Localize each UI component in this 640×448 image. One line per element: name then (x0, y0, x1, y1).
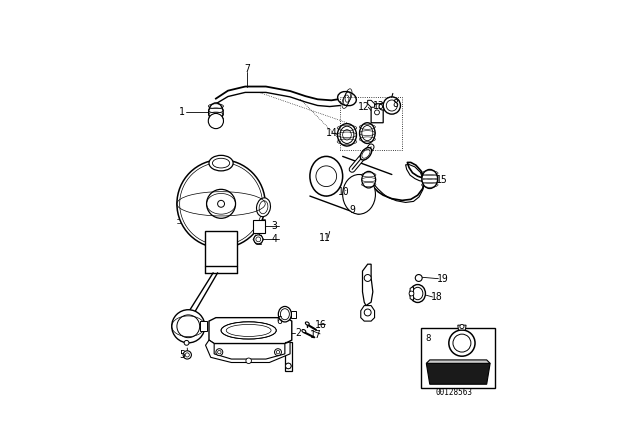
Circle shape (409, 291, 414, 296)
Circle shape (208, 113, 223, 129)
Polygon shape (205, 340, 290, 362)
Text: 5: 5 (179, 350, 186, 360)
Circle shape (172, 310, 205, 343)
Circle shape (460, 324, 464, 328)
Circle shape (379, 103, 386, 110)
Circle shape (275, 349, 282, 356)
Circle shape (285, 363, 291, 369)
Ellipse shape (257, 198, 271, 217)
Ellipse shape (362, 172, 376, 188)
Bar (421, 328, 495, 388)
Text: 17: 17 (310, 330, 322, 340)
Polygon shape (291, 311, 296, 318)
Polygon shape (205, 232, 237, 266)
Polygon shape (200, 321, 207, 332)
Circle shape (185, 353, 189, 357)
Polygon shape (410, 287, 413, 301)
Ellipse shape (278, 306, 291, 322)
Text: 14: 14 (326, 128, 337, 138)
Text: 16: 16 (316, 319, 327, 330)
Text: 1: 1 (179, 108, 184, 117)
Ellipse shape (302, 330, 306, 333)
Text: 8: 8 (392, 99, 398, 109)
Circle shape (184, 340, 189, 345)
Text: 12: 12 (358, 102, 370, 112)
Text: 10: 10 (338, 187, 349, 198)
Circle shape (183, 351, 191, 359)
Text: 9: 9 (349, 205, 355, 215)
Polygon shape (187, 323, 196, 327)
Polygon shape (253, 220, 265, 233)
Circle shape (276, 350, 280, 354)
Polygon shape (285, 342, 292, 371)
Polygon shape (371, 104, 383, 123)
Text: 7: 7 (244, 64, 250, 74)
Ellipse shape (338, 91, 356, 106)
Polygon shape (426, 363, 490, 384)
Circle shape (256, 238, 262, 244)
Circle shape (246, 358, 252, 363)
Polygon shape (362, 264, 373, 306)
Circle shape (364, 309, 371, 316)
Circle shape (218, 350, 221, 354)
Circle shape (218, 200, 225, 207)
Text: 19: 19 (436, 274, 449, 284)
Circle shape (415, 275, 422, 281)
Ellipse shape (342, 174, 376, 214)
Polygon shape (426, 360, 490, 363)
Ellipse shape (360, 147, 372, 160)
Polygon shape (367, 100, 374, 107)
Circle shape (216, 349, 223, 356)
Text: 11: 11 (319, 233, 330, 243)
Ellipse shape (422, 169, 438, 189)
Text: 8: 8 (426, 334, 431, 343)
Text: 6: 6 (276, 316, 283, 326)
Text: 13: 13 (373, 101, 385, 111)
Circle shape (207, 190, 236, 218)
Ellipse shape (305, 322, 309, 325)
Polygon shape (361, 306, 374, 321)
Ellipse shape (209, 155, 233, 171)
Text: 4: 4 (271, 234, 278, 244)
Circle shape (364, 275, 371, 281)
Circle shape (285, 363, 291, 369)
Ellipse shape (360, 123, 375, 143)
Circle shape (383, 97, 401, 114)
Text: 2: 2 (296, 328, 301, 338)
Text: 3: 3 (271, 221, 278, 231)
Text: 18: 18 (431, 292, 442, 302)
Circle shape (449, 330, 475, 356)
Text: 00128563: 00128563 (435, 388, 472, 397)
Text: 15: 15 (436, 175, 448, 185)
Ellipse shape (337, 124, 356, 146)
Circle shape (374, 110, 380, 115)
Ellipse shape (187, 312, 196, 320)
Ellipse shape (209, 103, 223, 122)
Circle shape (254, 235, 263, 244)
Ellipse shape (410, 284, 426, 302)
Circle shape (177, 159, 265, 248)
Ellipse shape (310, 156, 342, 196)
Polygon shape (209, 318, 292, 344)
Polygon shape (458, 325, 466, 330)
